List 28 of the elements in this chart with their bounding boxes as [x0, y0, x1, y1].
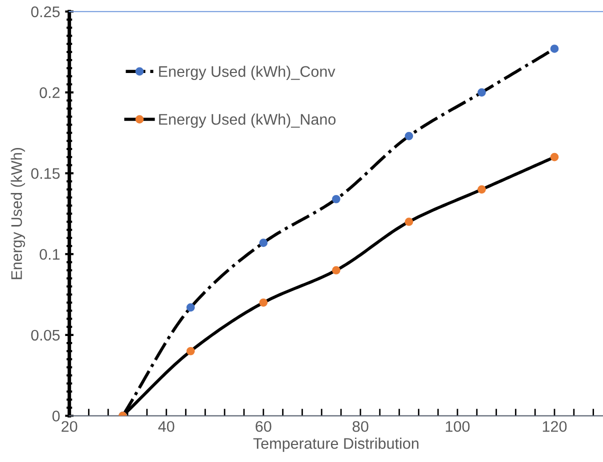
y-tick-label: 0.05 [31, 330, 60, 341]
point [404, 218, 414, 226]
point [259, 238, 268, 247]
x-tick-label: 80 [352, 421, 368, 432]
y-tick-label: 0 [52, 410, 60, 422]
point [478, 185, 486, 194]
y-tick-label: 0.15 [31, 168, 60, 179]
point [550, 44, 559, 53]
y-tick-label: 0.2 [40, 87, 60, 98]
legend-label: Energy Used (kWh)_Nano [159, 114, 336, 128]
point [332, 266, 340, 274]
x-axis-title: Temperature Distribution [253, 438, 418, 452]
x-tick-label: 120 [542, 421, 567, 432]
point [259, 298, 268, 307]
point [186, 303, 195, 312]
point [550, 152, 559, 162]
x-tick-label: 40 [158, 421, 174, 432]
point [404, 132, 414, 140]
x-tick-label: 60 [256, 421, 272, 432]
y-tick-label: 0.1 [40, 248, 60, 260]
point [332, 194, 340, 204]
point [478, 88, 486, 97]
point [186, 346, 195, 356]
y-axis-title: Energy Used (kWh) [10, 148, 26, 280]
y-tick-label: 0.25 [31, 6, 60, 18]
x-tick-label: 20 [62, 421, 78, 432]
legend-label: Energy Used (kWh)_Conv [159, 66, 336, 80]
x-tick-label: 100 [446, 421, 470, 432]
